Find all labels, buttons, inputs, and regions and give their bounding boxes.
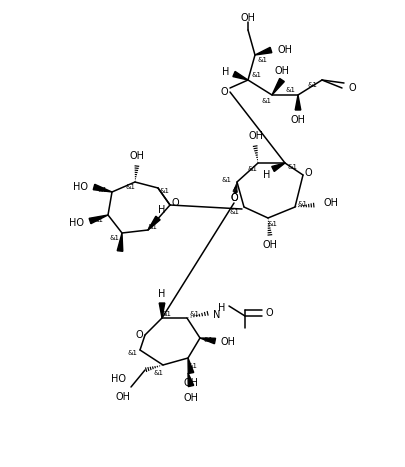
Polygon shape (89, 215, 108, 224)
Text: &1: &1 (127, 350, 137, 356)
Text: H: H (158, 205, 166, 215)
Text: HO: HO (111, 374, 126, 384)
Text: O: O (171, 198, 179, 208)
Text: H: H (263, 170, 271, 180)
Text: &1: &1 (285, 87, 295, 93)
Text: &1: &1 (262, 98, 272, 104)
Polygon shape (255, 47, 272, 55)
Text: &1: &1 (203, 337, 213, 343)
Text: &1: &1 (109, 235, 119, 241)
Text: O: O (220, 87, 228, 97)
Text: OH: OH (183, 378, 198, 388)
Polygon shape (272, 163, 285, 171)
Polygon shape (200, 338, 215, 344)
Text: N: N (213, 310, 221, 320)
Text: &1: &1 (297, 201, 307, 207)
Text: &1: &1 (153, 370, 163, 376)
Polygon shape (272, 78, 284, 95)
Polygon shape (188, 358, 194, 374)
Text: OH: OH (183, 393, 198, 403)
Text: &1: &1 (148, 224, 158, 230)
Text: H: H (222, 67, 230, 77)
Text: O: O (230, 193, 238, 203)
Text: OH: OH (324, 198, 339, 208)
Polygon shape (93, 184, 112, 192)
Text: OH: OH (262, 240, 277, 250)
Text: HO: HO (68, 218, 83, 228)
Polygon shape (117, 233, 123, 251)
Polygon shape (295, 95, 301, 110)
Text: OH: OH (275, 66, 290, 76)
Text: OH: OH (115, 392, 130, 402)
Text: O: O (265, 308, 273, 318)
Text: H: H (158, 289, 166, 299)
Text: &1: &1 (248, 166, 258, 172)
Text: &1: &1 (222, 177, 232, 183)
Text: O: O (135, 330, 143, 340)
Text: O: O (304, 168, 312, 178)
Text: &1: &1 (258, 57, 268, 63)
Text: OH: OH (290, 115, 305, 125)
Polygon shape (148, 216, 160, 230)
Text: &1: &1 (307, 82, 317, 88)
Text: O: O (348, 83, 356, 93)
Text: &1: &1 (268, 221, 278, 227)
Text: &1: &1 (188, 363, 198, 369)
Text: &1: &1 (93, 217, 103, 223)
Polygon shape (233, 71, 248, 80)
Text: &1: &1 (229, 209, 239, 215)
Text: O: O (230, 193, 238, 203)
Text: OH: OH (277, 45, 292, 55)
Text: HO: HO (72, 182, 87, 192)
Text: &1: &1 (162, 311, 172, 317)
Text: &1: &1 (160, 188, 170, 194)
Text: OH: OH (249, 131, 264, 141)
Text: &1: &1 (189, 311, 199, 317)
Text: &1: &1 (97, 187, 107, 193)
Text: &1: &1 (251, 72, 261, 78)
Text: &1: &1 (287, 164, 297, 170)
Text: OH: OH (220, 337, 235, 347)
Text: H: H (218, 303, 226, 313)
Text: OH: OH (241, 13, 256, 23)
Text: &1: &1 (125, 184, 135, 190)
Text: OH: OH (130, 151, 145, 161)
Polygon shape (188, 373, 194, 387)
Polygon shape (159, 303, 165, 318)
